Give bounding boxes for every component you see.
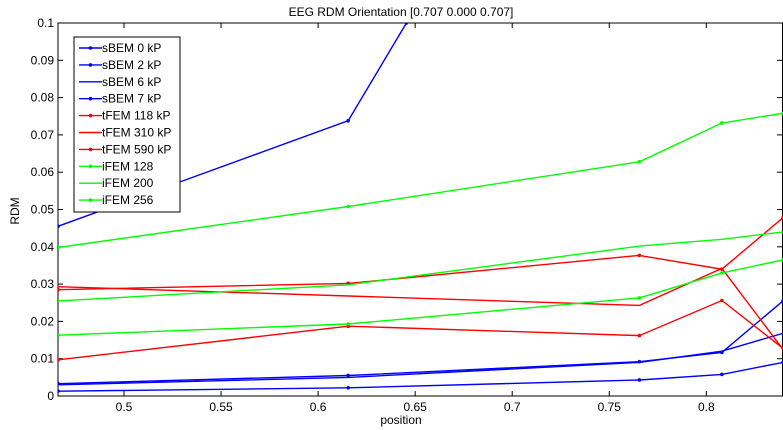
legend-label: tFEM 118 kP bbox=[102, 109, 170, 123]
legend-marker bbox=[88, 164, 93, 169]
y-tick-label: 0.04 bbox=[31, 240, 55, 254]
legend-label: sBEM 7 kP bbox=[102, 92, 161, 106]
series-line-6 bbox=[58, 299, 783, 361]
legend-label: sBEM 6 kP bbox=[102, 75, 161, 89]
legend-label: tFEM 590 kP bbox=[102, 142, 171, 156]
series-line-2 bbox=[58, 332, 783, 386]
series-point-3 bbox=[58, 389, 60, 393]
legend-label: sBEM 2 kP bbox=[102, 58, 161, 72]
legend: sBEM 0 kP sBEM 2 kP sBEM 6 kP sBEM 7 kP tFEM… bbox=[73, 36, 181, 213]
series-point-4 bbox=[637, 253, 642, 258]
plot-area: 0.5 0.55 0.6 0.65 0.7 0.75 0.8 0 0.01 0.02 0.03 0.0… bbox=[31, 16, 783, 414]
series-point-3 bbox=[346, 385, 350, 390]
series-line-5 bbox=[58, 267, 783, 350]
series-point-7 bbox=[720, 121, 724, 125]
legend-label: sBEM 0 kP bbox=[102, 41, 161, 55]
legend-label: tFEM 310 kP bbox=[102, 126, 171, 140]
legend-marker bbox=[88, 46, 93, 50]
y-tick-label: 0.06 bbox=[31, 165, 55, 179]
x-tick-label: 0.8 bbox=[698, 400, 715, 414]
series-point-7 bbox=[637, 159, 642, 164]
y-tick-label: 0.03 bbox=[31, 277, 55, 291]
x-tick-label: 0.5 bbox=[116, 400, 133, 414]
y-tick-label: 0.02 bbox=[31, 314, 55, 328]
series-point-3 bbox=[637, 378, 642, 382]
x-tick-label: 0.65 bbox=[403, 400, 427, 414]
y-tick-label: 0.08 bbox=[31, 91, 55, 105]
chart-title: EEG RDM Orientation [0.707 0.000 0.707] bbox=[289, 5, 514, 19]
series-point-9 bbox=[637, 296, 642, 300]
y-tick-label: 0.1 bbox=[37, 16, 54, 30]
series-point-0 bbox=[346, 118, 350, 123]
legend-marker bbox=[88, 63, 93, 67]
series-line-9 bbox=[58, 259, 783, 336]
series-point-9 bbox=[346, 322, 350, 326]
legend-marker bbox=[88, 96, 93, 101]
series-point-6 bbox=[58, 358, 60, 362]
series-point-3 bbox=[720, 372, 724, 377]
series-point-7 bbox=[58, 245, 60, 250]
y-tick-label: 0 bbox=[47, 389, 54, 403]
series-group bbox=[58, 23, 783, 393]
series-point-9 bbox=[720, 271, 724, 275]
y-axis-title: RDM bbox=[8, 197, 22, 224]
series-line-4 bbox=[58, 217, 783, 291]
y-tick-label: 0.05 bbox=[31, 203, 55, 217]
x-tick-label: 0.7 bbox=[504, 400, 521, 414]
legend-marker bbox=[88, 113, 93, 118]
series-point-9 bbox=[58, 333, 60, 338]
x-tick-label: 0.75 bbox=[598, 400, 622, 414]
legend-marker bbox=[88, 147, 93, 152]
series-point-0 bbox=[58, 224, 60, 229]
legend-marker bbox=[88, 198, 93, 202]
series-line-1 bbox=[58, 300, 783, 385]
x-axis-title: position bbox=[380, 413, 421, 427]
series-line-3 bbox=[58, 361, 783, 392]
series-point-0 bbox=[404, 23, 409, 25]
series-point-6 bbox=[720, 298, 724, 303]
y-tick-label: 0.07 bbox=[31, 128, 55, 142]
series-point-1 bbox=[346, 373, 350, 378]
y-tick-label: 0.09 bbox=[31, 53, 55, 67]
legend-label: iFEM 256 bbox=[102, 193, 154, 207]
series-point-7 bbox=[346, 204, 350, 209]
y-tick-label: 0.01 bbox=[31, 352, 55, 366]
series-point-4 bbox=[58, 287, 60, 292]
legend-label: iFEM 200 bbox=[102, 176, 154, 190]
legend-label: iFEM 128 bbox=[102, 159, 154, 173]
x-tick-label: 0.55 bbox=[209, 400, 233, 414]
series-line-8 bbox=[58, 231, 783, 302]
series-point-6 bbox=[637, 333, 642, 338]
x-tick-label: 0.6 bbox=[310, 400, 327, 414]
